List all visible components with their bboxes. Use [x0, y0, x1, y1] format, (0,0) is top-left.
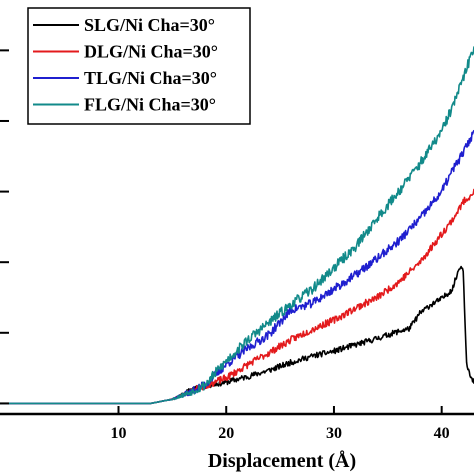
- x-tick-label: 20: [218, 425, 234, 442]
- x-tick-label: 40: [434, 425, 450, 442]
- series-line-4: [0, 46, 474, 405]
- legend-label: TLG/Ni Cha=30°: [84, 68, 217, 88]
- series-line-2: [0, 188, 474, 405]
- legend-label: FLG/Ni Cha=30°: [84, 95, 216, 115]
- legend-label: SLG/Ni Cha=30°: [84, 15, 215, 35]
- legend: SLG/Ni Cha=30° DLG/Ni Cha=30° TLG/Ni Cha=3…: [27, 7, 251, 125]
- x-tick-label: 10: [111, 425, 127, 442]
- series-line-3: [0, 129, 474, 405]
- series-line-1: [0, 265, 474, 405]
- legend-label: DLG/Ni Cha=30°: [84, 42, 218, 62]
- x-tick-label: 30: [326, 425, 342, 442]
- x-axis-title: Displacement (Å): [208, 449, 356, 472]
- series-lines: [0, 46, 474, 405]
- axes: 10 20 30 40: [0, 49, 474, 442]
